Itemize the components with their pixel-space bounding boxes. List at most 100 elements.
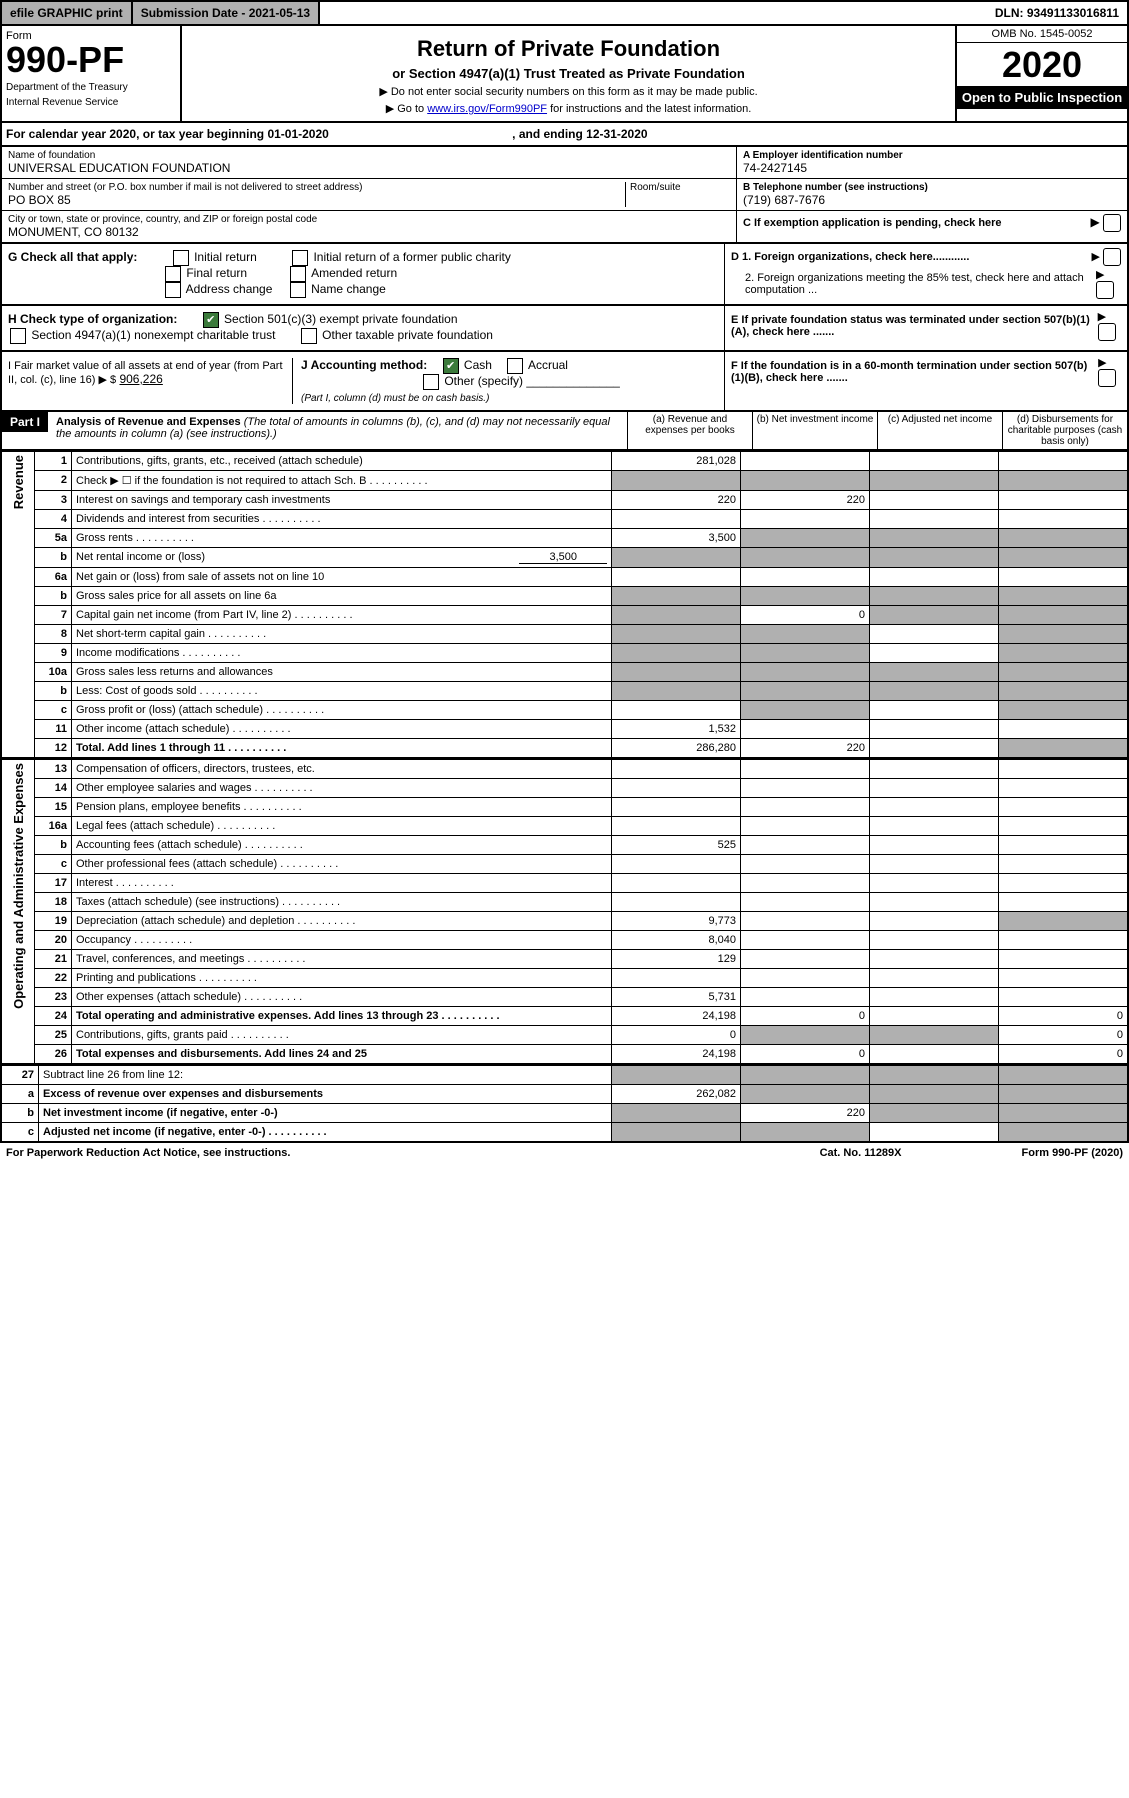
line-val	[870, 779, 999, 798]
line-val: 0	[741, 1007, 870, 1026]
j-label: J Accounting method:	[301, 358, 427, 372]
j-cash-cb[interactable]	[443, 358, 459, 374]
line-desc: Net gain or (loss) from sale of assets n…	[72, 568, 612, 587]
efile-print-button[interactable]: efile GRAPHIC print	[2, 2, 133, 24]
d2-cb[interactable]	[1096, 281, 1114, 299]
line-val	[741, 663, 870, 682]
part1-title: Analysis of Revenue and Expenses	[56, 416, 241, 428]
line-num: 17	[35, 874, 72, 893]
line-num: b	[35, 587, 72, 606]
line-val	[741, 893, 870, 912]
line-desc: Gross sales price for all assets on line…	[72, 587, 612, 606]
line-val: 24,198	[612, 1045, 741, 1065]
col-c: (c) Adjusted net income	[877, 412, 1002, 449]
irs-link[interactable]: www.irs.gov/Form990PF	[427, 103, 547, 115]
line-val	[741, 625, 870, 644]
line-val	[612, 625, 741, 644]
line-val	[870, 720, 999, 739]
line-row: 3Interest on savings and temporary cash …	[1, 491, 1128, 510]
line-row: cAdjusted net income (if negative, enter…	[1, 1123, 1128, 1143]
d1-cb[interactable]	[1103, 248, 1121, 266]
line-val	[870, 644, 999, 663]
line-num: 23	[35, 988, 72, 1007]
line-num: b	[35, 682, 72, 701]
h-other-cb[interactable]	[301, 328, 317, 344]
line-val	[999, 893, 1129, 912]
line-val	[741, 779, 870, 798]
line-val	[870, 510, 999, 529]
line-num: b	[35, 836, 72, 855]
line-val	[612, 548, 741, 568]
line-val	[870, 912, 999, 931]
line-row: 27Subtract line 26 from line 12:	[1, 1066, 1128, 1085]
j-accrual-cb[interactable]	[507, 358, 523, 374]
line-num: 22	[35, 969, 72, 988]
line-val	[870, 1045, 999, 1065]
line-val: 5,731	[612, 988, 741, 1007]
line-val	[870, 568, 999, 587]
line-val	[999, 798, 1129, 817]
goto-link-line: ▶ Go to www.irs.gov/Form990PF for instru…	[188, 102, 949, 115]
net-table: 27Subtract line 26 from line 12:aExcess …	[0, 1065, 1129, 1143]
line-val: 262,082	[612, 1085, 741, 1104]
line-val	[741, 529, 870, 548]
line-val	[999, 988, 1129, 1007]
line-row: 12Total. Add lines 1 through 11286,28022…	[1, 739, 1128, 759]
omb-number: OMB No. 1545-0052	[957, 26, 1127, 43]
g-former-cb[interactable]	[292, 250, 308, 266]
f-cb[interactable]	[1098, 369, 1116, 387]
h-501c3-cb[interactable]	[203, 312, 219, 328]
line-val	[612, 587, 741, 606]
line-val	[612, 510, 741, 529]
line-val	[999, 452, 1129, 471]
h-4947-cb[interactable]	[10, 328, 26, 344]
g-final-cb[interactable]	[165, 266, 181, 282]
line-row: bGross sales price for all assets on lin…	[1, 587, 1128, 606]
line-val	[999, 625, 1129, 644]
i-value: 906,226	[119, 372, 162, 386]
line-desc: Occupancy	[72, 931, 612, 950]
line-desc: Contributions, gifts, grants, etc., rece…	[72, 452, 612, 471]
line-row: 7Capital gain net income (from Part IV, …	[1, 606, 1128, 625]
line-val	[741, 1026, 870, 1045]
line-num: 8	[35, 625, 72, 644]
line-val	[612, 663, 741, 682]
g-initial-cb[interactable]	[173, 250, 189, 266]
line-desc: Pension plans, employee benefits	[72, 798, 612, 817]
line-val	[870, 855, 999, 874]
e-cb[interactable]	[1098, 323, 1116, 341]
paperwork-notice: For Paperwork Reduction Act Notice, see …	[6, 1147, 290, 1159]
city-label: City or town, state or province, country…	[8, 214, 730, 225]
line-val	[612, 893, 741, 912]
line-val	[999, 587, 1129, 606]
g-addr-cb[interactable]	[165, 282, 181, 298]
line-val: 24,198	[612, 1007, 741, 1026]
c-checkbox[interactable]	[1103, 214, 1121, 232]
line-val	[999, 817, 1129, 836]
line-desc: Total operating and administrative expen…	[72, 1007, 612, 1026]
g-amended-cb[interactable]	[290, 266, 306, 282]
cat-no: Cat. No. 11289X	[820, 1147, 902, 1159]
line-val: 281,028	[612, 452, 741, 471]
line-num: 1	[35, 452, 72, 471]
foundation-name: UNIVERSAL EDUCATION FOUNDATION	[8, 161, 730, 175]
addr-label: Number and street (or P.O. box number if…	[8, 182, 625, 193]
j-other-cb[interactable]	[423, 374, 439, 390]
line-val	[999, 855, 1129, 874]
line-val	[999, 739, 1129, 759]
line-row: 14Other employee salaries and wages	[1, 779, 1128, 798]
line-val	[999, 836, 1129, 855]
line-desc: Contributions, gifts, grants paid	[72, 1026, 612, 1045]
dln: DLN: 93491133016811	[987, 2, 1127, 24]
line-desc: Other income (attach schedule)	[72, 720, 612, 739]
line-desc: Printing and publications	[72, 969, 612, 988]
line-desc: Interest	[72, 874, 612, 893]
line-row: 16aLegal fees (attach schedule)	[1, 817, 1128, 836]
line-val	[612, 1123, 741, 1143]
tel-label: B Telephone number (see instructions)	[743, 182, 1121, 193]
line-val	[741, 969, 870, 988]
g-name-cb[interactable]	[290, 282, 306, 298]
section-i-j-row: I Fair market value of all assets at end…	[0, 352, 1129, 412]
line-val	[741, 988, 870, 1007]
line-num: 26	[35, 1045, 72, 1065]
